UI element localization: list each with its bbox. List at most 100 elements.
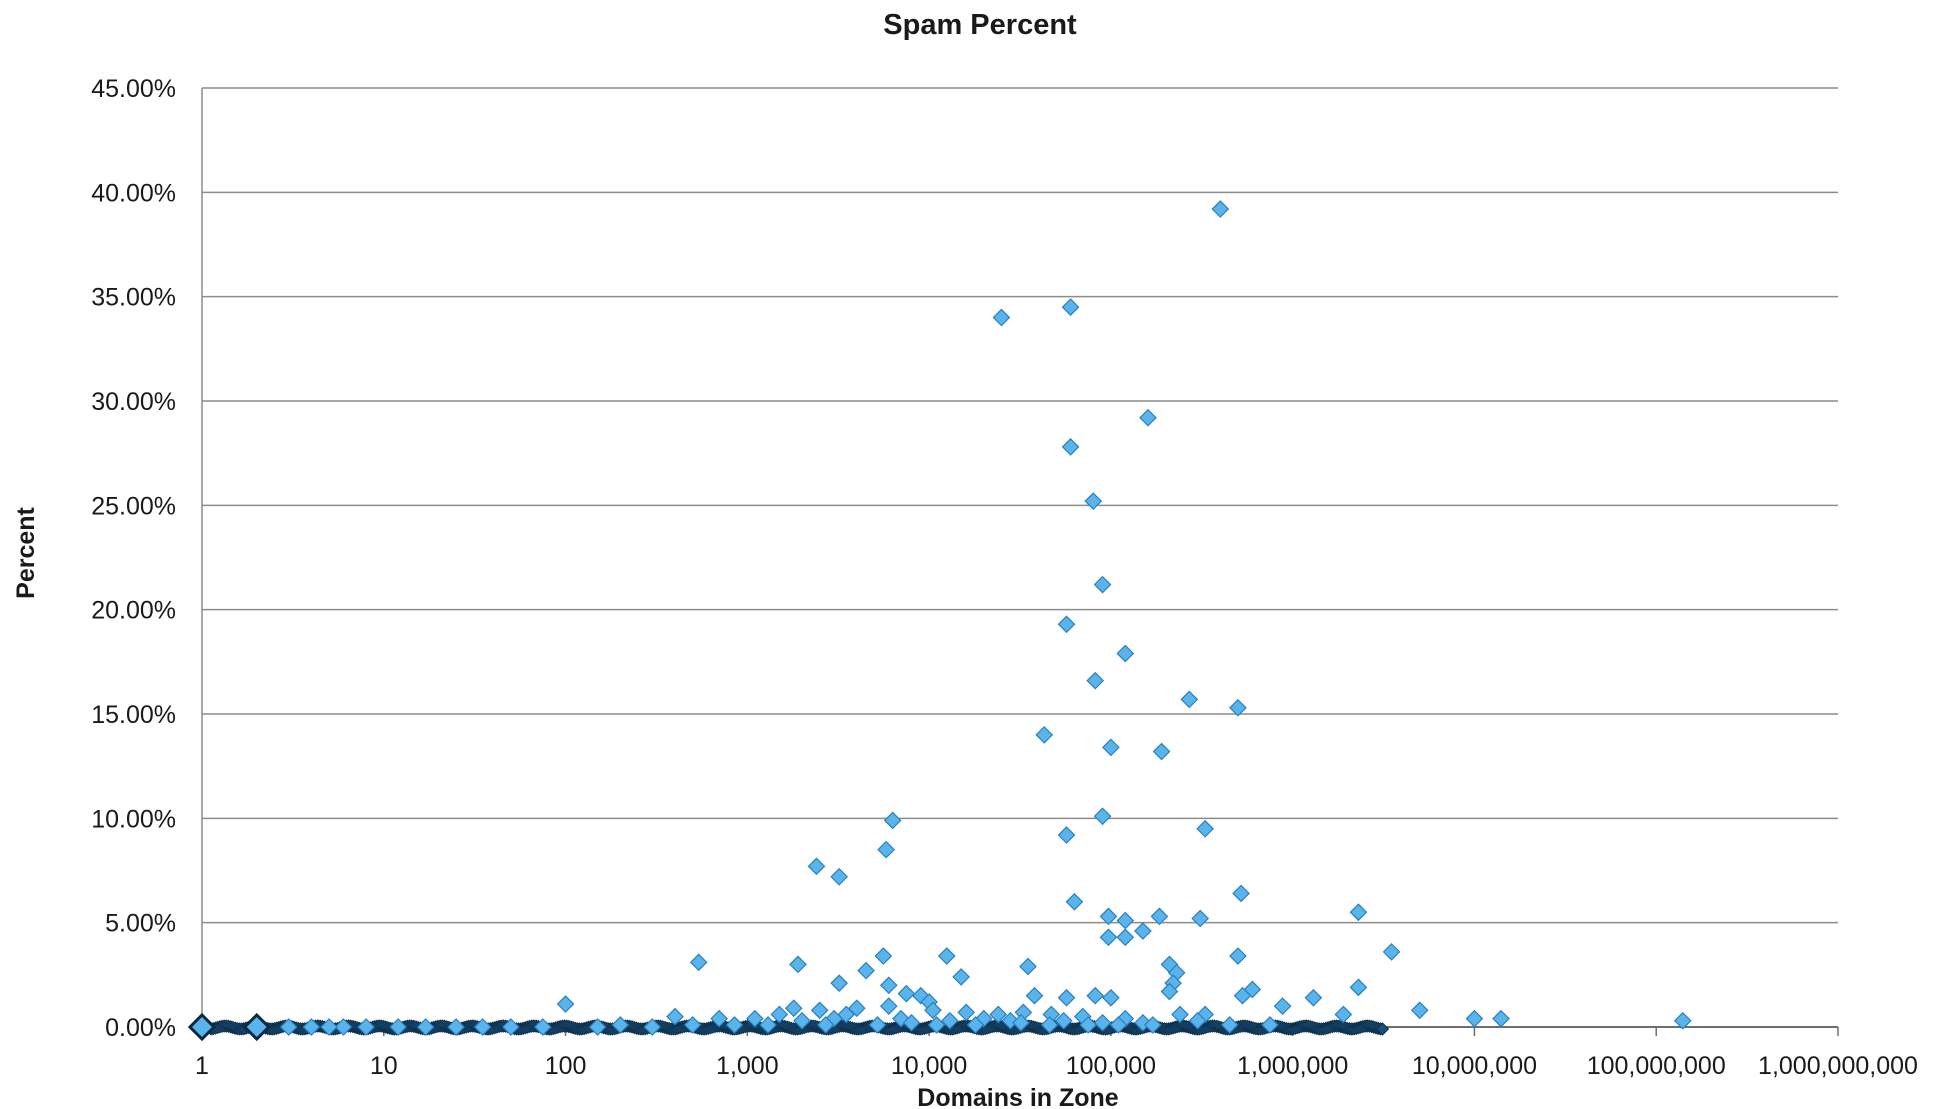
data-point	[879, 976, 898, 995]
data-point	[279, 1018, 298, 1036]
data-point	[1229, 698, 1247, 717]
data-point	[902, 1013, 921, 1032]
data-point	[1191, 909, 1210, 928]
zero-baseline-cluster	[204, 1019, 1390, 1036]
data-point	[302, 1018, 321, 1036]
data-point	[1349, 978, 1368, 997]
data-point	[957, 1003, 976, 1022]
chart-title: Spam Percent	[883, 9, 1077, 41]
data-point	[1035, 726, 1054, 744]
data-point	[1220, 1016, 1239, 1034]
data-point	[1102, 738, 1120, 757]
data-point	[1116, 928, 1135, 947]
data-point	[1019, 957, 1037, 976]
data-point	[1065, 892, 1084, 911]
data-point	[389, 1018, 408, 1036]
data-point	[1054, 1011, 1073, 1030]
data-point	[847, 999, 866, 1018]
data-point	[1099, 928, 1118, 947]
data-point	[877, 840, 895, 859]
data-point	[810, 1001, 829, 1020]
data-point	[1012, 1013, 1030, 1032]
data-point	[868, 1016, 887, 1034]
x-tick-label: 1,000,000,000	[1758, 1052, 1918, 1080]
data-point	[588, 1018, 607, 1036]
data-point	[1139, 408, 1157, 427]
data-point	[1109, 1016, 1128, 1034]
data-point	[830, 974, 849, 993]
y-tick-label: 15.00%	[91, 701, 176, 729]
data-point	[830, 867, 849, 886]
data-point	[1160, 982, 1179, 1001]
data-point	[501, 1018, 520, 1036]
data-point	[927, 1016, 946, 1034]
data-point	[1084, 492, 1103, 511]
data-point	[710, 1009, 729, 1028]
data-point	[807, 857, 826, 876]
data-point	[1057, 615, 1076, 634]
y-axis-title: Percent	[12, 506, 40, 598]
data-point	[1086, 986, 1105, 1005]
data-point	[897, 984, 916, 1003]
data-point	[952, 968, 970, 986]
data-point	[643, 1018, 662, 1036]
baseline-marker	[1375, 1022, 1390, 1036]
y-tick-labels: 0.00% 5.00% 10.00% 15.00% 20.00% 25.00% 30.00%…	[91, 75, 176, 1042]
data-point	[1410, 1001, 1429, 1020]
data-point	[666, 1007, 684, 1026]
data-point	[334, 1018, 353, 1036]
data-point	[1233, 986, 1252, 1005]
data-point	[940, 1011, 959, 1030]
data-point	[689, 953, 708, 972]
data-point	[989, 1005, 1008, 1024]
data-point	[1040, 1016, 1059, 1034]
data-point	[447, 1018, 465, 1036]
data-point	[1061, 438, 1080, 456]
data-point	[1143, 1016, 1162, 1034]
data-point	[320, 1018, 338, 1036]
data-point	[683, 1016, 702, 1034]
data-point	[533, 1018, 552, 1036]
data-point	[1349, 903, 1368, 922]
data-point	[1152, 742, 1171, 761]
data-point	[1116, 911, 1135, 930]
data-point	[1086, 671, 1105, 690]
data-point	[1116, 644, 1135, 663]
data-point	[746, 1009, 764, 1028]
y-tick-label: 20.00%	[91, 597, 176, 625]
data-point	[784, 999, 803, 1018]
data-point	[1232, 884, 1250, 903]
data-point	[1261, 1016, 1279, 1034]
data-point	[1229, 947, 1247, 965]
data-point	[473, 1018, 492, 1036]
data-point	[1196, 819, 1214, 838]
x-axis-title: Domains in Zone	[917, 1084, 1119, 1109]
x-tick-label: 1,000	[716, 1052, 779, 1080]
gridlines	[202, 87, 1838, 924]
x-tick-label: 10,000,000	[1412, 1052, 1537, 1080]
data-point	[992, 308, 1011, 327]
y-tick-label: 35.00%	[91, 284, 176, 312]
data-point	[966, 1016, 985, 1034]
data-point	[1057, 826, 1076, 844]
data-point	[883, 811, 902, 830]
data-point	[1134, 922, 1152, 940]
data-point	[793, 1011, 811, 1030]
x-tick-label: 100,000	[1066, 1052, 1156, 1080]
data-point	[1171, 1005, 1189, 1024]
data-point	[1304, 988, 1323, 1007]
data-point	[937, 947, 956, 965]
data-point	[1196, 1005, 1214, 1024]
data-point	[789, 955, 807, 974]
x-tick-label: 100	[545, 1052, 587, 1080]
data-point	[1102, 988, 1120, 1007]
data-point	[725, 1016, 744, 1034]
data-point	[1025, 986, 1044, 1005]
data-points	[187, 200, 1692, 1042]
data-point	[242, 1012, 271, 1042]
data-point	[879, 997, 898, 1015]
data-point	[187, 1012, 217, 1042]
data-point	[556, 995, 575, 1013]
x-tick-label: 10,000	[891, 1052, 967, 1080]
